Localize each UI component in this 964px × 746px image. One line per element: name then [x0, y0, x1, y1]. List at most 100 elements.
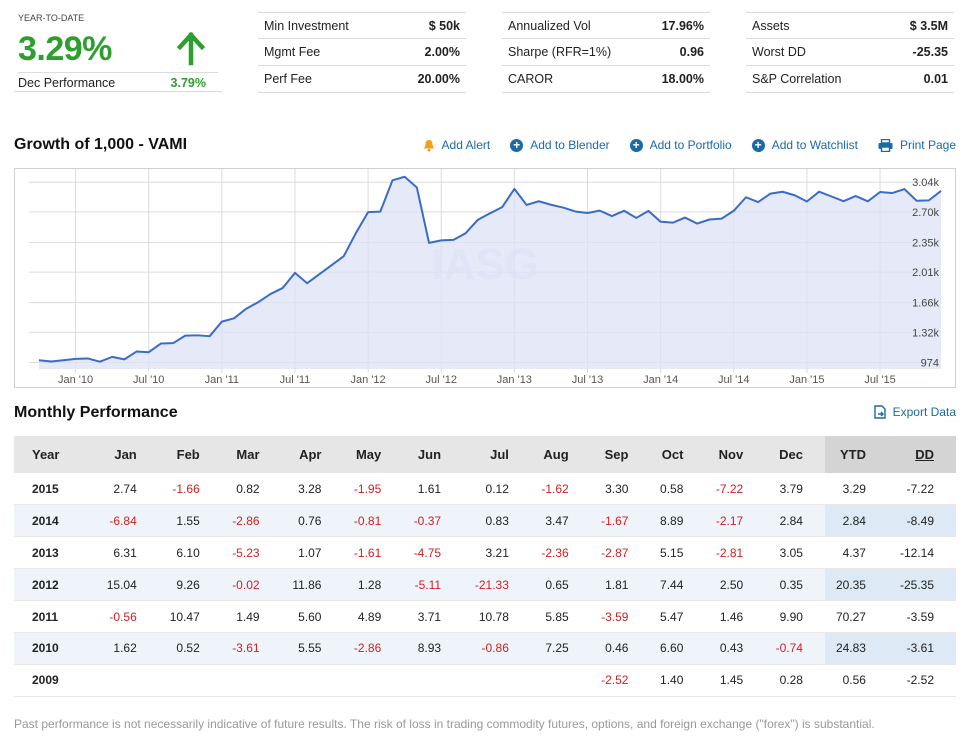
table-cell: 6.31 [95, 536, 159, 570]
table-cell: 24.83 [824, 632, 888, 665]
table-cell: 5.85 [530, 600, 591, 633]
table-cell: 10.47 [158, 600, 222, 633]
table-cell: -1.95 [343, 473, 404, 506]
add-to-portfolio-button[interactable]: + Add to Portfolio [629, 138, 732, 152]
table-cell: 0.43 [705, 632, 766, 665]
table-cell: 5.60 [281, 600, 344, 633]
table-cell: 3.29 [824, 473, 888, 506]
plus-circle-icon: + [751, 138, 765, 152]
table-row: 2010 1.62 0.52 -3.61 5.55 -2.86 8.93 -0.86 7.25 0… [14, 632, 956, 665]
ytd-value: 3.29% [18, 30, 112, 68]
table-cell: 1.49 [221, 600, 282, 633]
x-tick-label: Jan '15 [789, 374, 824, 386]
y-tick-label: 1.32k [912, 327, 939, 339]
bell-icon [423, 139, 434, 152]
stat-label: CAROR [508, 72, 554, 86]
column-header-mar: Mar [221, 436, 282, 473]
add-to-blender-button[interactable]: + Add to Blender [510, 138, 610, 152]
vami-chart-svg: Jan '10 Jul '10 Jan '11 Jul '11 Jan '12 Jul '… [29, 169, 942, 386]
table-cell: 0.35 [765, 568, 825, 602]
table-cell: 0.82 [221, 473, 282, 506]
table-cell [221, 664, 282, 697]
up-arrow-icon [176, 32, 206, 66]
table-cell: 5.47 [650, 600, 706, 633]
stat-row: Mgmt Fee 2.00% [258, 39, 466, 66]
table-cell: 70.27 [824, 600, 888, 633]
table-cell: -3.61 [221, 632, 282, 665]
table-cell: -3.59 [590, 600, 651, 633]
table-cell: 1.55 [158, 504, 222, 538]
column-header-dd[interactable]: DD [887, 436, 956, 473]
add-to-watchlist-button[interactable]: + Add to Watchlist [751, 138, 858, 152]
print-page-label: Print Page [899, 138, 956, 152]
plus-circle-icon: + [629, 138, 643, 152]
table-header-row: Year Jan Feb Mar Apr May Jun Jul Aug Sep Oct Nov Dec… [14, 436, 956, 473]
add-to-watchlist-label: Add to Watchlist [771, 138, 858, 152]
table-cell: 1.81 [590, 568, 651, 602]
column-header-nov: Nov [705, 436, 766, 473]
dec-performance-value: 3.79% [170, 76, 206, 90]
table-cell: 8.89 [650, 504, 706, 538]
stat-label: Sharpe (RFR=1%) [508, 45, 612, 59]
stats-panel-assets: Assets $ 3.5M Worst DD -25.35 S&P Correlat… [746, 12, 954, 93]
chart-actions: Add Alert + Add to Blender + Add to Port… [423, 138, 956, 152]
table-cell: 3.47 [530, 504, 591, 538]
add-alert-label: Add Alert [441, 138, 491, 152]
table-cell: 0.56 [824, 664, 888, 697]
table-cell: 0.65 [530, 568, 591, 602]
table-cell: -0.74 [765, 632, 825, 665]
stat-label: Annualized Vol [508, 18, 591, 33]
column-header-dec: Dec [765, 436, 825, 473]
year-cell: 2009 [14, 664, 96, 697]
y-tick-label: 2.35k [912, 237, 939, 249]
stat-label: Min Investment [264, 18, 349, 33]
table-cell: 6.60 [650, 632, 706, 665]
table-cell [463, 664, 531, 697]
table-cell: -7.22 [705, 473, 766, 506]
stat-label: Perf Fee [264, 72, 312, 86]
print-page-button[interactable]: Print Page [878, 138, 956, 152]
table-cell: 4.89 [343, 600, 404, 633]
table-cell: 5.15 [650, 536, 706, 570]
table-cell: -0.02 [221, 568, 282, 602]
table-cell: 3.79 [765, 473, 825, 506]
stat-value: 20.00% [417, 72, 460, 86]
column-header-year: Year [14, 436, 96, 473]
export-data-button[interactable]: Export Data [873, 405, 956, 419]
year-cell: 2015 [14, 473, 96, 506]
x-tick-label: Jan '14 [643, 374, 678, 386]
table-cell: 0.58 [650, 473, 706, 506]
stat-value: 0.96 [679, 45, 704, 59]
table-row: 2013 6.31 6.10 -5.23 1.07 -1.61 -4.75 3.21 -2.36… [14, 536, 956, 570]
table-cell: -5.11 [403, 568, 464, 602]
plus-circle-icon: + [510, 138, 524, 152]
x-tick-label: Jul '10 [133, 374, 164, 386]
table-row: 2012 15.04 9.26 -0.02 11.86 1.28 -5.11 -21.33 0.… [14, 568, 956, 602]
column-header-jul: Jul [463, 436, 531, 473]
stat-value: 17.96% [661, 18, 704, 33]
table-cell: 9.90 [765, 600, 825, 633]
stat-value: 18.00% [661, 72, 704, 86]
x-tick-label: Jul '12 [426, 374, 457, 386]
chart-title: Growth of 1,000 - VAMI [14, 136, 188, 153]
table-cell [95, 664, 159, 697]
add-alert-button[interactable]: Add Alert [423, 138, 491, 152]
table-cell: -2.86 [343, 632, 404, 665]
table-cell: -1.61 [343, 536, 404, 570]
stat-row: S&P Correlation 0.01 [746, 66, 954, 93]
table-cell [530, 664, 591, 697]
column-header-jan: Jan [95, 436, 159, 473]
stat-value: $ 50k [428, 18, 460, 33]
column-header-sep: Sep [590, 436, 651, 473]
table-cell: 0.12 [463, 473, 531, 506]
stats-panel-risk: Annualized Vol 17.96% Sharpe (RFR=1%) 0.96… [502, 12, 710, 93]
table-cell: 1.45 [705, 664, 766, 697]
table-cell: -5.23 [221, 536, 282, 570]
column-header-ytd: YTD [824, 436, 888, 473]
stat-value: -25.35 [912, 45, 948, 59]
table-cell: 20.35 [824, 568, 888, 602]
dec-performance-row: Dec Performance 3.79% [18, 72, 218, 90]
table-cell: 0.46 [590, 632, 651, 665]
table-cell: 3.71 [403, 600, 464, 633]
stat-row: Min Investment $ 50k [258, 12, 466, 39]
